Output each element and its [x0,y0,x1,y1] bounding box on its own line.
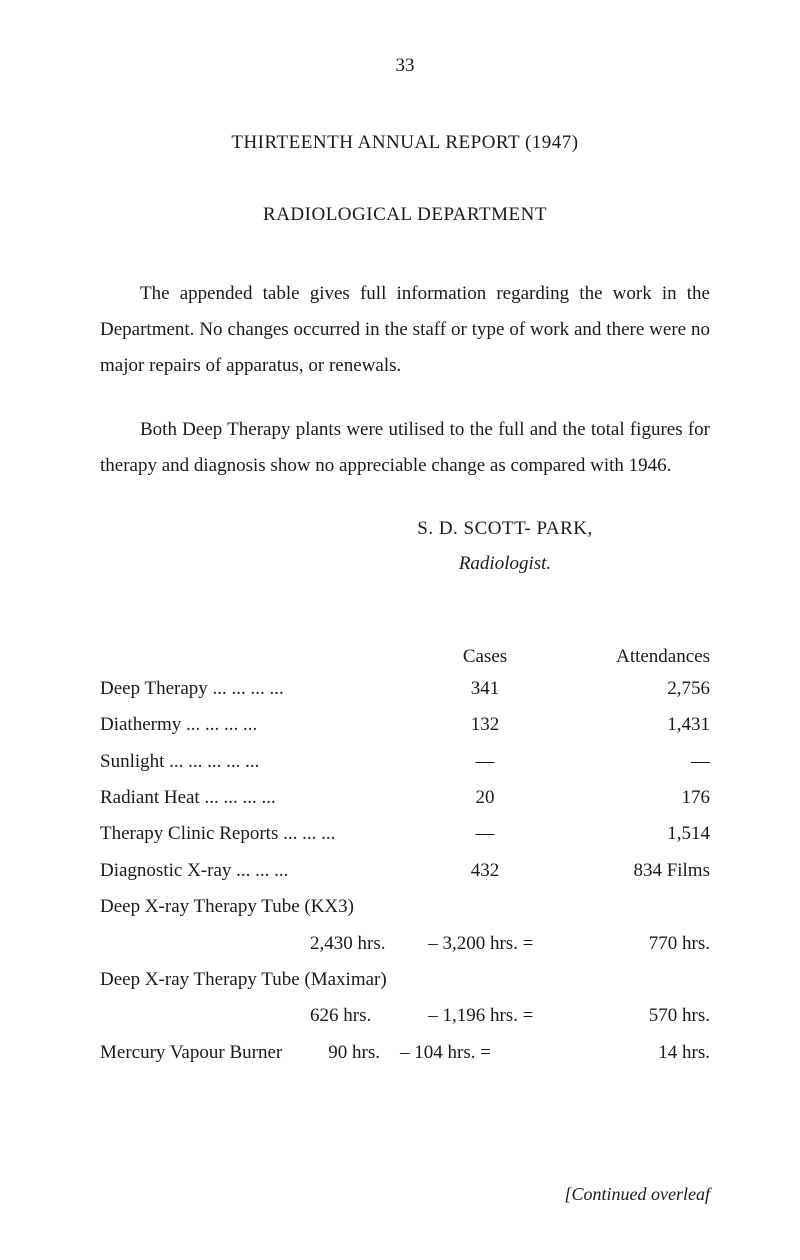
footer-continued: [Continued overleaf [565,1184,710,1205]
row-label: Sunlight ... ... ... ... ... [100,747,420,777]
header-cases: Cases [420,646,540,668]
row-cases: 341 [420,674,540,704]
row-cases: 432 [420,856,540,886]
row-attend: 834 Films [540,856,710,886]
hours-value: 90 hrs. [310,1038,400,1068]
header-attendances: Attendances [540,646,710,668]
row-label: Radiant Heat ... ... ... ... [100,783,420,813]
text-row: Deep X-ray Therapy Tube (KX3) [100,892,710,922]
row-cases: — [420,747,540,777]
hours-label [100,1001,310,1031]
hours-label [100,929,310,959]
row-attend: 1,431 [540,710,710,740]
row-label: Diathermy ... ... ... ... [100,710,420,740]
hours-result: 14 hrs. [580,1038,710,1068]
table-row: Diathermy ... ... ... ... 132 1,431 [100,710,710,740]
hours-label: Mercury Vapour Burner [100,1038,310,1068]
text-label: Deep X-ray Therapy Tube (Maximar) [100,965,387,995]
table-row: Sunlight ... ... ... ... ... — — [100,747,710,777]
table-row: Diagnostic X-ray ... ... ... 432 834 Fil… [100,856,710,886]
row-attend: 1,514 [540,819,710,849]
table-row: Therapy Clinic Reports ... ... ... — 1,5… [100,819,710,849]
row-attend: 2,756 [540,674,710,704]
signature-name: S. D. SCOTT- PARK, [300,512,710,546]
report-title: THIRTEENTH ANNUAL REPORT (1947) [100,132,710,154]
hours-mid: – 104 hrs. = [400,1038,580,1068]
data-table: Cases Attendances Deep Therapy ... ... .… [100,646,710,1068]
hours-result: 770 hrs. [592,929,710,959]
text-label: Deep X-ray Therapy Tube (KX3) [100,892,354,922]
text-row: Deep X-ray Therapy Tube (Maximar) [100,965,710,995]
row-cases: 20 [420,783,540,813]
hours-value: 2,430 hrs. [310,929,428,959]
signature-block: S. D. SCOTT- PARK, Radiologist. [100,512,710,580]
hours-row: 626 hrs. – 1,196 hrs. = 570 hrs. [100,1001,710,1031]
row-label: Deep Therapy ... ... ... ... [100,674,420,704]
row-cases: — [420,819,540,849]
hours-mid: – 1,196 hrs. = [428,1001,592,1031]
row-attend: 176 [540,783,710,813]
hours-value: 626 hrs. [310,1001,428,1031]
table-row: Radiant Heat ... ... ... ... 20 176 [100,783,710,813]
page-number: 33 [100,55,710,77]
paragraph-2: Both Deep Therapy plants were utilised t… [100,412,710,484]
paragraph-1: The appended table gives full informatio… [100,276,710,384]
hours-mid: – 3,200 hrs. = [428,929,592,959]
hours-row: Mercury Vapour Burner 90 hrs. – 104 hrs.… [100,1038,710,1068]
signature-role: Radiologist. [300,547,710,581]
row-attend: — [540,747,710,777]
row-cases: 132 [420,710,540,740]
row-label: Therapy Clinic Reports ... ... ... [100,819,420,849]
hours-result: 570 hrs. [592,1001,710,1031]
table-header: Cases Attendances [100,646,710,668]
department-subtitle: RADIOLOGICAL DEPARTMENT [100,204,710,226]
hours-row: 2,430 hrs. – 3,200 hrs. = 770 hrs. [100,929,710,959]
table-row: Deep Therapy ... ... ... ... 341 2,756 [100,674,710,704]
row-label: Diagnostic X-ray ... ... ... [100,856,420,886]
